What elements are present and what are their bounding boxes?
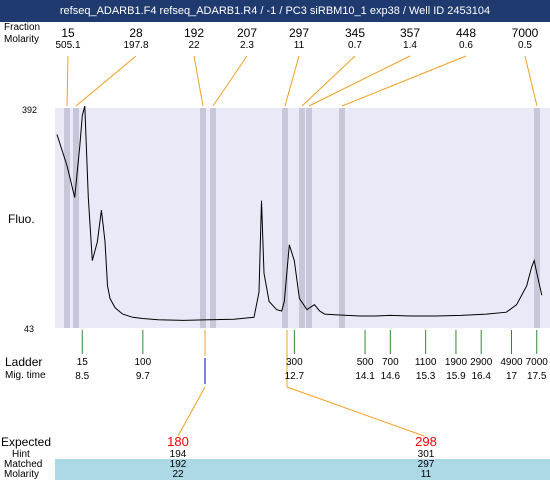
peak-molarity-label: 1.4 [403,40,417,51]
molarity-highlight-band [55,470,550,480]
fluo-axis-label: Fluo. [8,212,35,226]
peak-connector [193,55,204,107]
peak-band [64,108,70,328]
peak-connector [284,55,300,107]
peak-connector [308,55,411,107]
peak-connector [301,55,356,107]
ladder-size-label: 1900 [444,357,468,368]
ladder-size-label: 1100 [414,357,437,368]
mig-time-label: 17 [505,371,518,382]
hint-row-label: Hint [12,449,30,460]
mig-time-row-label: Mig. time [5,370,46,381]
mig-time-label: 16.4 [471,371,491,382]
peak-band [73,108,79,328]
peak-size-label: 15 [61,26,75,40]
peak-size-label: 345 [344,26,366,40]
mig-time-label: 12.7 [284,371,305,382]
peak-size-label: 207 [236,26,258,40]
ladder-size-label: 15 [76,357,88,368]
mig-time-label: 9.7 [135,371,150,382]
peak-size-label: 28 [129,26,143,40]
ladder-size-label: 2900 [470,357,493,368]
peak-band [339,108,345,328]
peak-size-label: 7000 [511,26,539,40]
expected-size: 298 [415,434,437,449]
peak-connector [212,55,248,107]
expected-size: 180 [167,434,189,449]
ladder-size-label: 100 [134,357,152,368]
peak-connector [75,55,137,107]
fraction-row-label: Fraction [4,22,41,33]
matched-molarity: 22 [172,469,184,480]
matched-size: 297 [417,459,435,470]
ladder-size-label: 300 [286,357,303,368]
ladder-row-label: Ladder [5,355,43,369]
peak-size-label: 448 [455,26,477,40]
window-title: refseq_ADARB1.F4 refseq_ADARB1.R4 / -1 /… [0,0,550,22]
molarity-bottom-row-label: Molarity [4,469,40,480]
hint-size: 194 [169,449,187,460]
peak-molarity-label: 0.7 [348,40,362,51]
peak-molarity-label: 2.3 [240,40,254,51]
fluorescence-trace [56,105,543,321]
matched-size: 192 [169,459,187,470]
molarity-row-label: Molarity [4,34,40,45]
ladder-size-label: 700 [381,357,399,368]
expected-connector-180 [177,386,206,437]
peak-molarity-label: 0.6 [459,40,473,51]
expected-connector-298 [286,386,425,437]
peak-band [200,108,206,328]
peak-size-label: 357 [399,26,421,40]
matched-row-label: Matched [4,459,43,470]
peak-band [534,108,540,328]
matched-highlight-band [55,459,550,470]
peak-molarity-label: 22 [188,40,200,51]
peak-band [282,108,288,328]
y-tick-392: 392 [22,105,37,115]
mig-time-label: 17.5 [527,371,547,382]
y-tick-43: 43 [24,324,34,334]
mig-time-label: 14.6 [380,371,401,382]
peak-size-label: 297 [288,26,310,40]
ladder-size-label: 7000 [525,357,548,368]
peak-band [299,108,305,328]
peak-molarity-label: 0.5 [518,40,532,51]
peak-connector [66,55,69,107]
ladder-size-label: 4900 [500,357,523,368]
peak-band [210,108,216,328]
peak-molarity-label: 505.1 [55,40,81,51]
peak-molarity-label: 197.8 [123,40,149,51]
peak-size-label: 192 [183,26,205,40]
peak-molarity-label: 11 [293,40,305,51]
hint-size: 301 [417,449,435,460]
peak-band [306,108,312,328]
peak-connector [341,55,467,107]
mig-time-label: 15.3 [415,371,436,382]
mig-time-label: 14.1 [355,371,375,382]
matched-molarity: 11 [420,469,432,480]
peak-connector [524,55,538,107]
mig-time-label: 15.9 [446,371,466,382]
expected-row-label: Expected [1,435,52,449]
ladder-size-label: 500 [356,357,374,368]
mig-time-label: 8.5 [75,371,90,382]
